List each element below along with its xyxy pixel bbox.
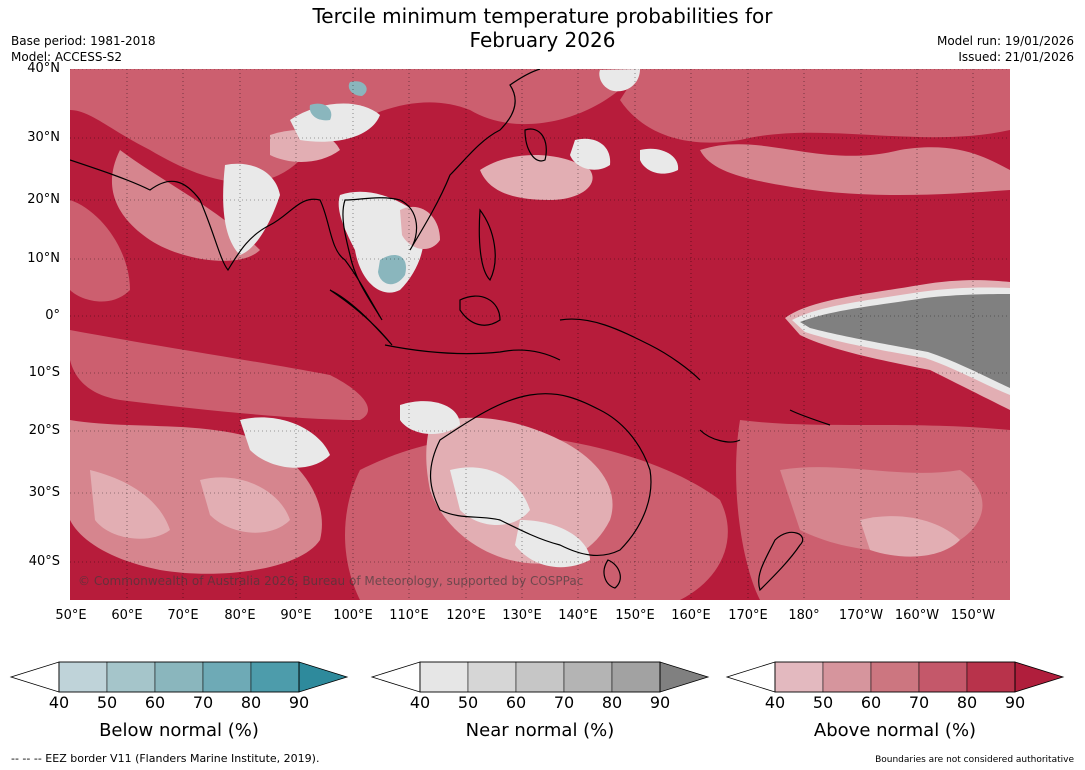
near-tick-40: 40 [409, 693, 431, 712]
near-tick-90: 90 [649, 693, 671, 712]
above-legend-swatch [870, 661, 920, 693]
lon-label-130e: 130°E [502, 608, 542, 623]
lon-label-60e: 60°E [111, 608, 143, 623]
below-tick-40: 40 [48, 693, 70, 712]
above-tick-80: 80 [956, 693, 978, 712]
lon-label-140e: 140°E [558, 608, 598, 623]
map-area [70, 69, 1010, 600]
below-tick-80: 80 [240, 693, 262, 712]
near-tick-80: 80 [601, 693, 623, 712]
below-legend-swatch [106, 661, 156, 693]
lon-label-150e: 150°E [615, 608, 655, 623]
boundaries-disclaimer: Boundaries are not considered authoritat… [875, 755, 1074, 765]
lon-label-160e: 160°E [671, 608, 711, 623]
legend-above-title: Above normal (%) [813, 720, 977, 741]
lon-label-110e: 110°E [389, 608, 429, 623]
below-legend-swatch [58, 661, 108, 693]
near-tick-50: 50 [457, 693, 479, 712]
meta-right: Model run: 19/01/2026 Issued: 21/01/2026 [937, 33, 1074, 65]
lat-label-20s: 20°S [28, 423, 60, 438]
lon-label-50e: 50°E [55, 608, 87, 623]
issued-text: Issued: 21/01/2026 [958, 50, 1074, 64]
lat-label-30s: 30°S [28, 485, 60, 500]
lon-label-70e: 70°E [167, 608, 199, 623]
above-tick-90: 90 [1004, 693, 1026, 712]
above-legend-swatch [918, 661, 968, 693]
near-legend-swatch [563, 661, 613, 693]
below-legend-swatch [154, 661, 204, 693]
eez-border-note: -- -- -- EEZ border V11 (Flanders Marine… [11, 752, 320, 765]
near-legend-swatch [467, 661, 517, 693]
lon-label-160w: 160°W [894, 608, 940, 623]
lat-label-20n: 20°N [27, 192, 60, 207]
near-legend-swatch [419, 661, 469, 693]
legend-below-normal [9, 661, 349, 693]
lon-label-170e: 170°E [728, 608, 768, 623]
above-legend-swatch [774, 661, 824, 693]
probability-field [70, 69, 1010, 600]
map-title: Tercile minimum temperature probabilitie… [0, 4, 1085, 52]
lon-label-180: 180° [788, 608, 820, 623]
copyright-text: © Commonwealth of Australia 2026, Bureau… [78, 574, 584, 588]
above-tick-40: 40 [764, 693, 786, 712]
legend-near-normal [370, 661, 710, 693]
lon-label-170w: 170°W [838, 608, 884, 623]
below-tick-70: 70 [192, 693, 214, 712]
above-tick-50: 50 [812, 693, 834, 712]
lon-label-100e: 100°E [333, 608, 373, 623]
lat-label-0: 0° [45, 308, 60, 323]
above-tick-60: 60 [860, 693, 882, 712]
above-tick-70: 70 [908, 693, 930, 712]
near-tick-70: 70 [553, 693, 575, 712]
coastlines [70, 69, 831, 592]
near-tick-60: 60 [505, 693, 527, 712]
below-legend-swatch [202, 661, 252, 693]
lon-label-120e: 120°E [446, 608, 486, 623]
lat-label-40n: 40°N [27, 61, 60, 76]
model-text: Model: ACCESS-S2 [11, 50, 123, 64]
legend-above-normal [725, 661, 1065, 693]
legend-near-title: Near normal (%) [465, 720, 615, 741]
above-legend-swatch [822, 661, 872, 693]
meta-left: Base period: 1981-2018 Model: ACCESS-S2 [11, 33, 156, 65]
base-period-text: Base period: 1981-2018 [11, 34, 156, 48]
lat-label-10n: 10°N [27, 251, 60, 266]
lon-label-150w: 150°W [950, 608, 996, 623]
lat-label-40s: 40°S [28, 554, 60, 569]
near-legend-swatch [515, 661, 565, 693]
lon-label-90e: 90°E [280, 608, 312, 623]
below-tick-50: 50 [96, 693, 118, 712]
graticule [70, 69, 1010, 600]
below-legend-swatch [250, 661, 300, 693]
lon-label-80e: 80°E [224, 608, 256, 623]
below-tick-60: 60 [144, 693, 166, 712]
lat-label-10s: 10°S [28, 365, 60, 380]
above-legend-swatch [966, 661, 1016, 693]
below-tick-90: 90 [288, 693, 310, 712]
model-run-text: Model run: 19/01/2026 [936, 34, 1074, 48]
lat-label-30n: 30°N [27, 130, 60, 145]
title-line-2: February 2026 [469, 28, 616, 52]
legend-below-title: Below normal (%) [99, 720, 259, 741]
title-line-1: Tercile minimum temperature probabilitie… [312, 4, 773, 28]
near-legend-swatch [611, 661, 661, 693]
